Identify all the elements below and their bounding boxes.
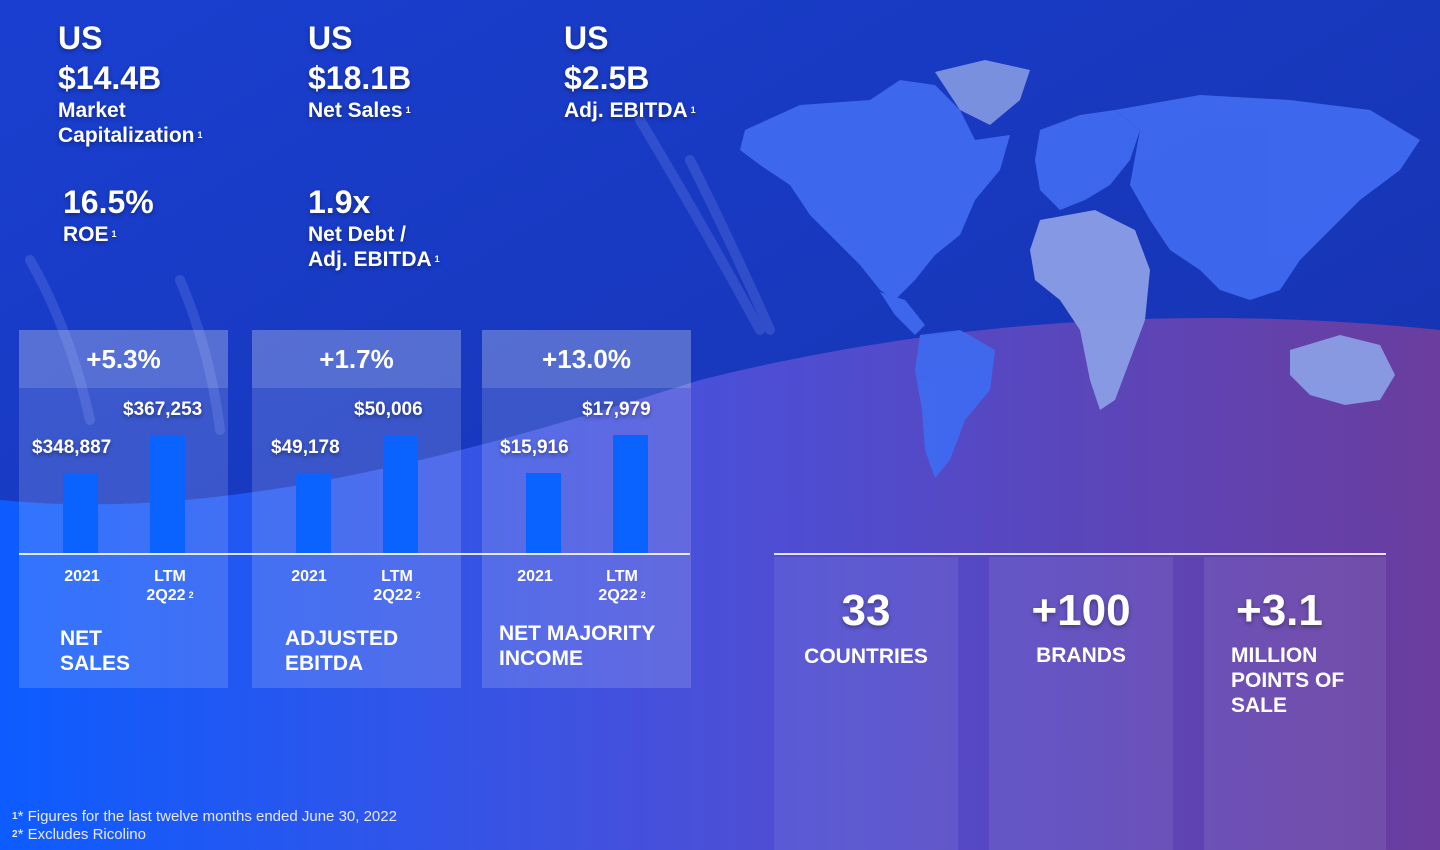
stat-currency: US: [58, 20, 103, 56]
kpi-value: 33: [841, 586, 891, 635]
footnote-ref: 1: [405, 105, 411, 115]
stat-value: $14.4B: [58, 60, 162, 96]
card-title: NET SALES: [60, 627, 131, 675]
bar-value-label: $50,006: [354, 399, 423, 420]
stat-label: Net Debt /: [308, 223, 407, 246]
footnote-ref: 1: [690, 105, 696, 115]
bar-ltm: [150, 435, 185, 553]
x-tick-ltm: LTM 2Q22 2: [373, 568, 421, 604]
wave-band: [0, 318, 1440, 850]
stat-roe: 16.5% ROE 1: [63, 182, 154, 247]
chart-card-net-majority-income: +13.0%: [482, 330, 691, 688]
kpi-panel-points-of-sale: [1204, 557, 1386, 850]
bar-ltm: [613, 435, 648, 553]
footnote: 1* Figures for the last twelve months en…: [12, 808, 397, 825]
bar-2021: [526, 473, 561, 553]
stat-value: $18.1B: [308, 60, 412, 96]
stat-market-cap: US $14.4B Market Capitalization 1: [58, 18, 203, 148]
bar-ltm: [383, 435, 418, 553]
bar-value-label: $17,979: [582, 399, 651, 420]
stat-currency: US: [564, 20, 609, 56]
chart-baseline: [19, 553, 690, 555]
stat-value: 16.5%: [63, 184, 154, 220]
bar-value-label: $49,178: [271, 437, 340, 458]
bar-2021: [63, 473, 98, 553]
kpi-divider: [774, 553, 1386, 555]
x-tick-ltm: LTM 2Q22 2: [598, 568, 646, 604]
stat-net-debt: 1.9x Net Debt / Adj. EBITDA 1: [308, 182, 440, 272]
x-tick-2021: 2021: [64, 568, 100, 585]
card-title: ADJUSTED EBITDA: [285, 627, 399, 675]
card-title: NET MAJORITY INCOME: [499, 622, 656, 670]
kpi-value: +100: [1031, 586, 1131, 635]
kpi-label: MILLION POINTS OF SALE: [1231, 644, 1345, 717]
change-badge: +13.0%: [482, 330, 691, 388]
stat-net-sales: US $18.1B Net Sales 1: [308, 18, 411, 123]
world-map-graphic: [740, 60, 1420, 478]
footnote-ref: 1: [111, 229, 117, 239]
footnote-ref: 1: [197, 130, 203, 140]
stat-label: Net Sales 1: [308, 99, 411, 122]
footnote-ref: 1: [434, 254, 440, 264]
stat-currency: US: [308, 20, 353, 56]
bar-value-label: $15,916: [500, 437, 569, 458]
stat-adj-ebitda: US $2.5B Adj. EBITDA 1: [564, 18, 696, 123]
stat-label: Market: [58, 99, 126, 122]
stat-label: Adj. EBITDA 1: [564, 99, 696, 122]
x-tick-ltm: LTM 2Q22 2: [146, 568, 194, 604]
stat-value: 1.9x: [308, 184, 371, 220]
bar-2021: [296, 473, 331, 553]
stat-label: ROE 1: [63, 223, 117, 246]
change-badge: +1.7%: [252, 330, 461, 388]
chart-card-adjusted-ebitda: +1.7%: [252, 330, 461, 688]
change-badge: +5.3%: [19, 330, 228, 388]
stat-label-line2: Adj. EBITDA 1: [308, 248, 440, 271]
bar-value-label: $367,253: [123, 399, 203, 420]
bar-value-label: $348,887: [32, 437, 112, 458]
kpi-label: COUNTRIES: [804, 645, 928, 668]
kpi-value: +3.1: [1236, 586, 1323, 635]
footnote: 2* Excludes Ricolino: [12, 826, 146, 843]
stat-value: $2.5B: [564, 60, 650, 96]
stat-label-line2: Capitalization 1: [58, 124, 203, 147]
kpi-panel-countries: [774, 557, 958, 850]
kpi-panel-brands: [989, 557, 1173, 850]
x-tick-2021: 2021: [517, 568, 553, 585]
kpi-label: BRANDS: [1036, 644, 1126, 667]
x-tick-2021: 2021: [291, 568, 327, 585]
chart-card-net-sales: +5.3%: [19, 330, 228, 688]
